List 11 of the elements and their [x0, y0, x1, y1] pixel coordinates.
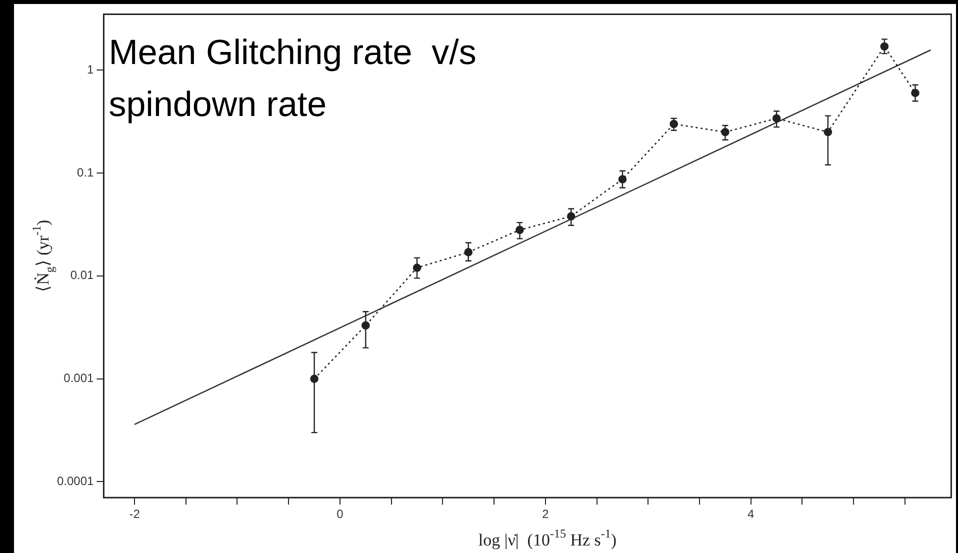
y-tick-label: 0.1: [77, 165, 94, 180]
x-tick-label: 4: [748, 507, 755, 522]
y-tick-label: 0.001: [64, 371, 94, 386]
y-axis-title: ⟨Ṅg⟩ (yr-1): [30, 220, 57, 292]
y-tick-label: 0.0001: [57, 474, 94, 488]
x-tick-label: -2: [129, 507, 140, 522]
text: Mean Glitching rate v/s spindown rate: [108, 33, 476, 124]
x-tick-label: 2: [542, 507, 550, 522]
x-tick-label: 0: [336, 507, 344, 522]
y-tick-label: 1: [87, 62, 94, 76]
y-tick-label: 0.01: [70, 268, 94, 282]
